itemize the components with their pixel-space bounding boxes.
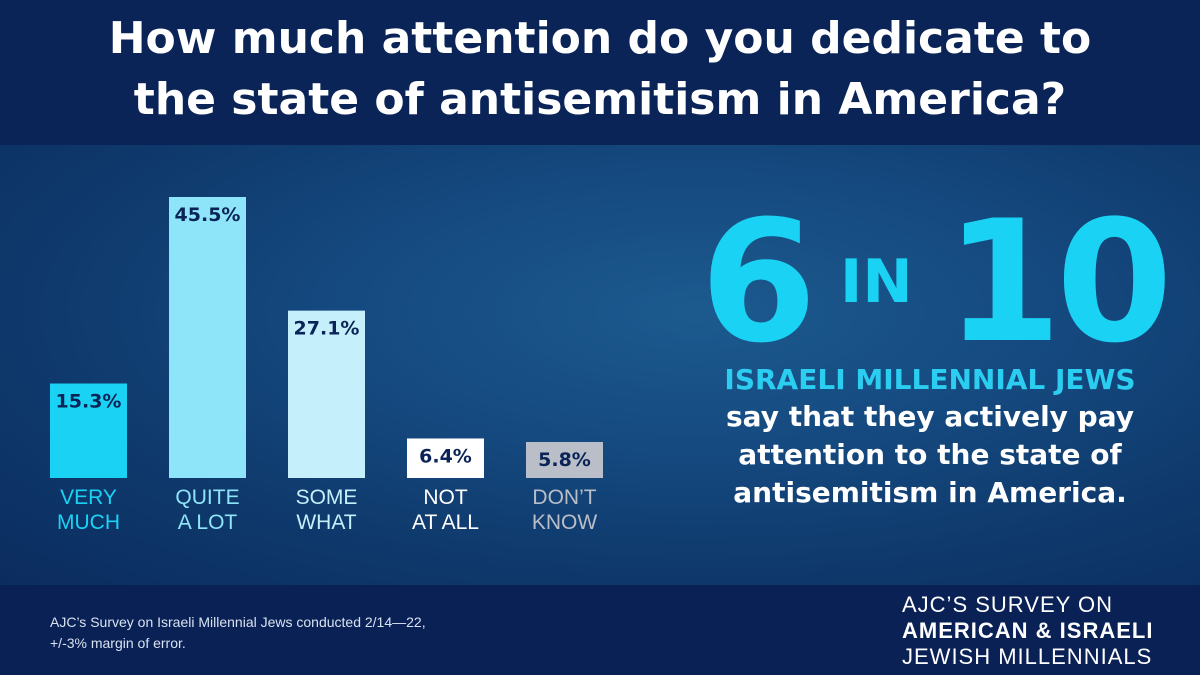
bar-value-label: 45.5% — [175, 204, 241, 226]
footer — [0, 585, 1200, 675]
survey-note-line-1: AJC’s Survey on Israeli Millennial Jews … — [50, 614, 426, 630]
brand-line-1: AJC’S SURVEY ON — [902, 592, 1114, 617]
category-label: DON’T — [532, 486, 596, 509]
brand-line-3: JEWISH MILLENNIALS — [902, 644, 1153, 669]
callout-number: 6 — [700, 184, 817, 380]
category-label: WHAT — [296, 511, 356, 534]
callout-line-1: say that they actively pay — [726, 400, 1134, 433]
title-line-2: the state of antisemitism in America? — [133, 74, 1067, 125]
bar-value-label: 6.4% — [419, 445, 472, 467]
category-label: VERY — [60, 486, 117, 509]
bar-1 — [50, 383, 127, 478]
category-label: A LOT — [178, 511, 238, 534]
bar-value-label: 15.3% — [56, 391, 122, 413]
survey-note: AJC’s Survey on Israeli Millennial Jews … — [50, 612, 426, 654]
bar-4 — [407, 438, 484, 478]
header — [0, 0, 1200, 145]
bar-3 — [288, 310, 365, 478]
callout-statement: say that they actively pay attention to … — [700, 398, 1160, 512]
bar-5 — [526, 442, 603, 478]
survey-brand: AJC’S SURVEY ON AMERICAN & ISRAELI JEWIS… — [902, 592, 1153, 670]
bar-value-label: 5.8% — [538, 449, 591, 471]
category-label: KNOW — [532, 511, 598, 534]
callout-line-2: attention to the state of — [738, 438, 1122, 471]
bar-2 — [169, 197, 246, 478]
page-title: How much attention do you dedicate to th… — [0, 8, 1200, 130]
callout-connector: IN — [840, 247, 913, 317]
category-label: SOME — [296, 486, 358, 509]
callout-line-3: antisemitism in America. — [733, 476, 1127, 509]
category-label: MUCH — [57, 511, 120, 534]
callout-total: 10 — [945, 184, 1173, 380]
survey-note-line-2: +/-3% margin of error. — [50, 635, 186, 651]
category-label: QUITE — [175, 486, 239, 509]
category-label: NOT — [423, 486, 468, 509]
title-line-1: How much attention do you dedicate to — [108, 13, 1092, 64]
callout-lead: ISRAELI MILLENNIAL JEWS — [724, 363, 1136, 396]
brand-line-2: AMERICAN & ISRAELI — [902, 618, 1154, 643]
category-label: AT ALL — [412, 511, 479, 534]
bar-value-label: 27.1% — [294, 318, 360, 340]
